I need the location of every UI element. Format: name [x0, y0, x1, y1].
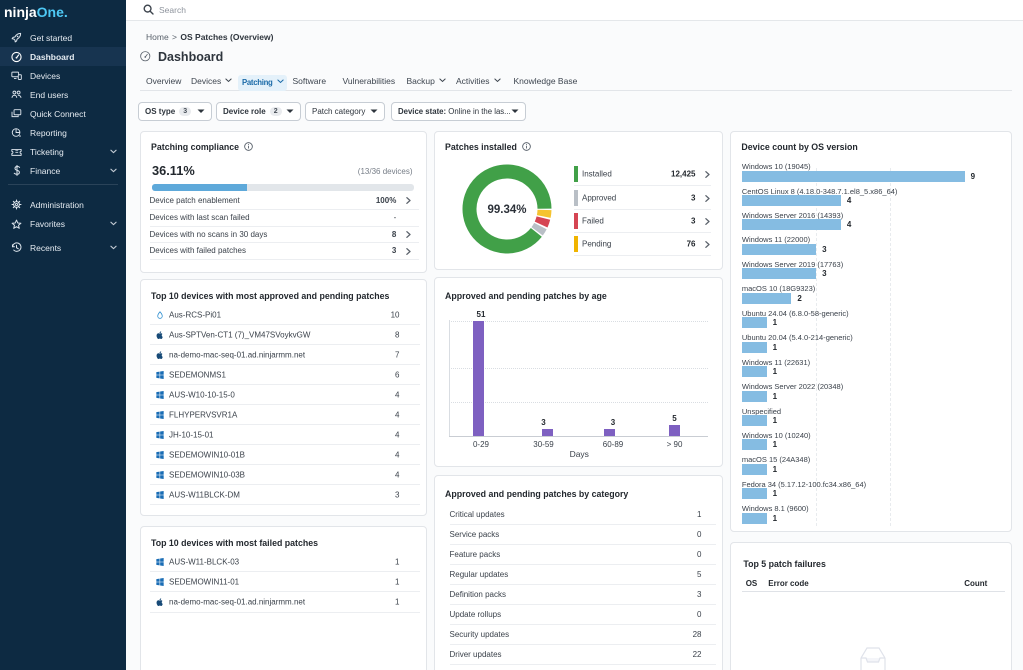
svg-text:99.34%: 99.34% [487, 204, 526, 216]
